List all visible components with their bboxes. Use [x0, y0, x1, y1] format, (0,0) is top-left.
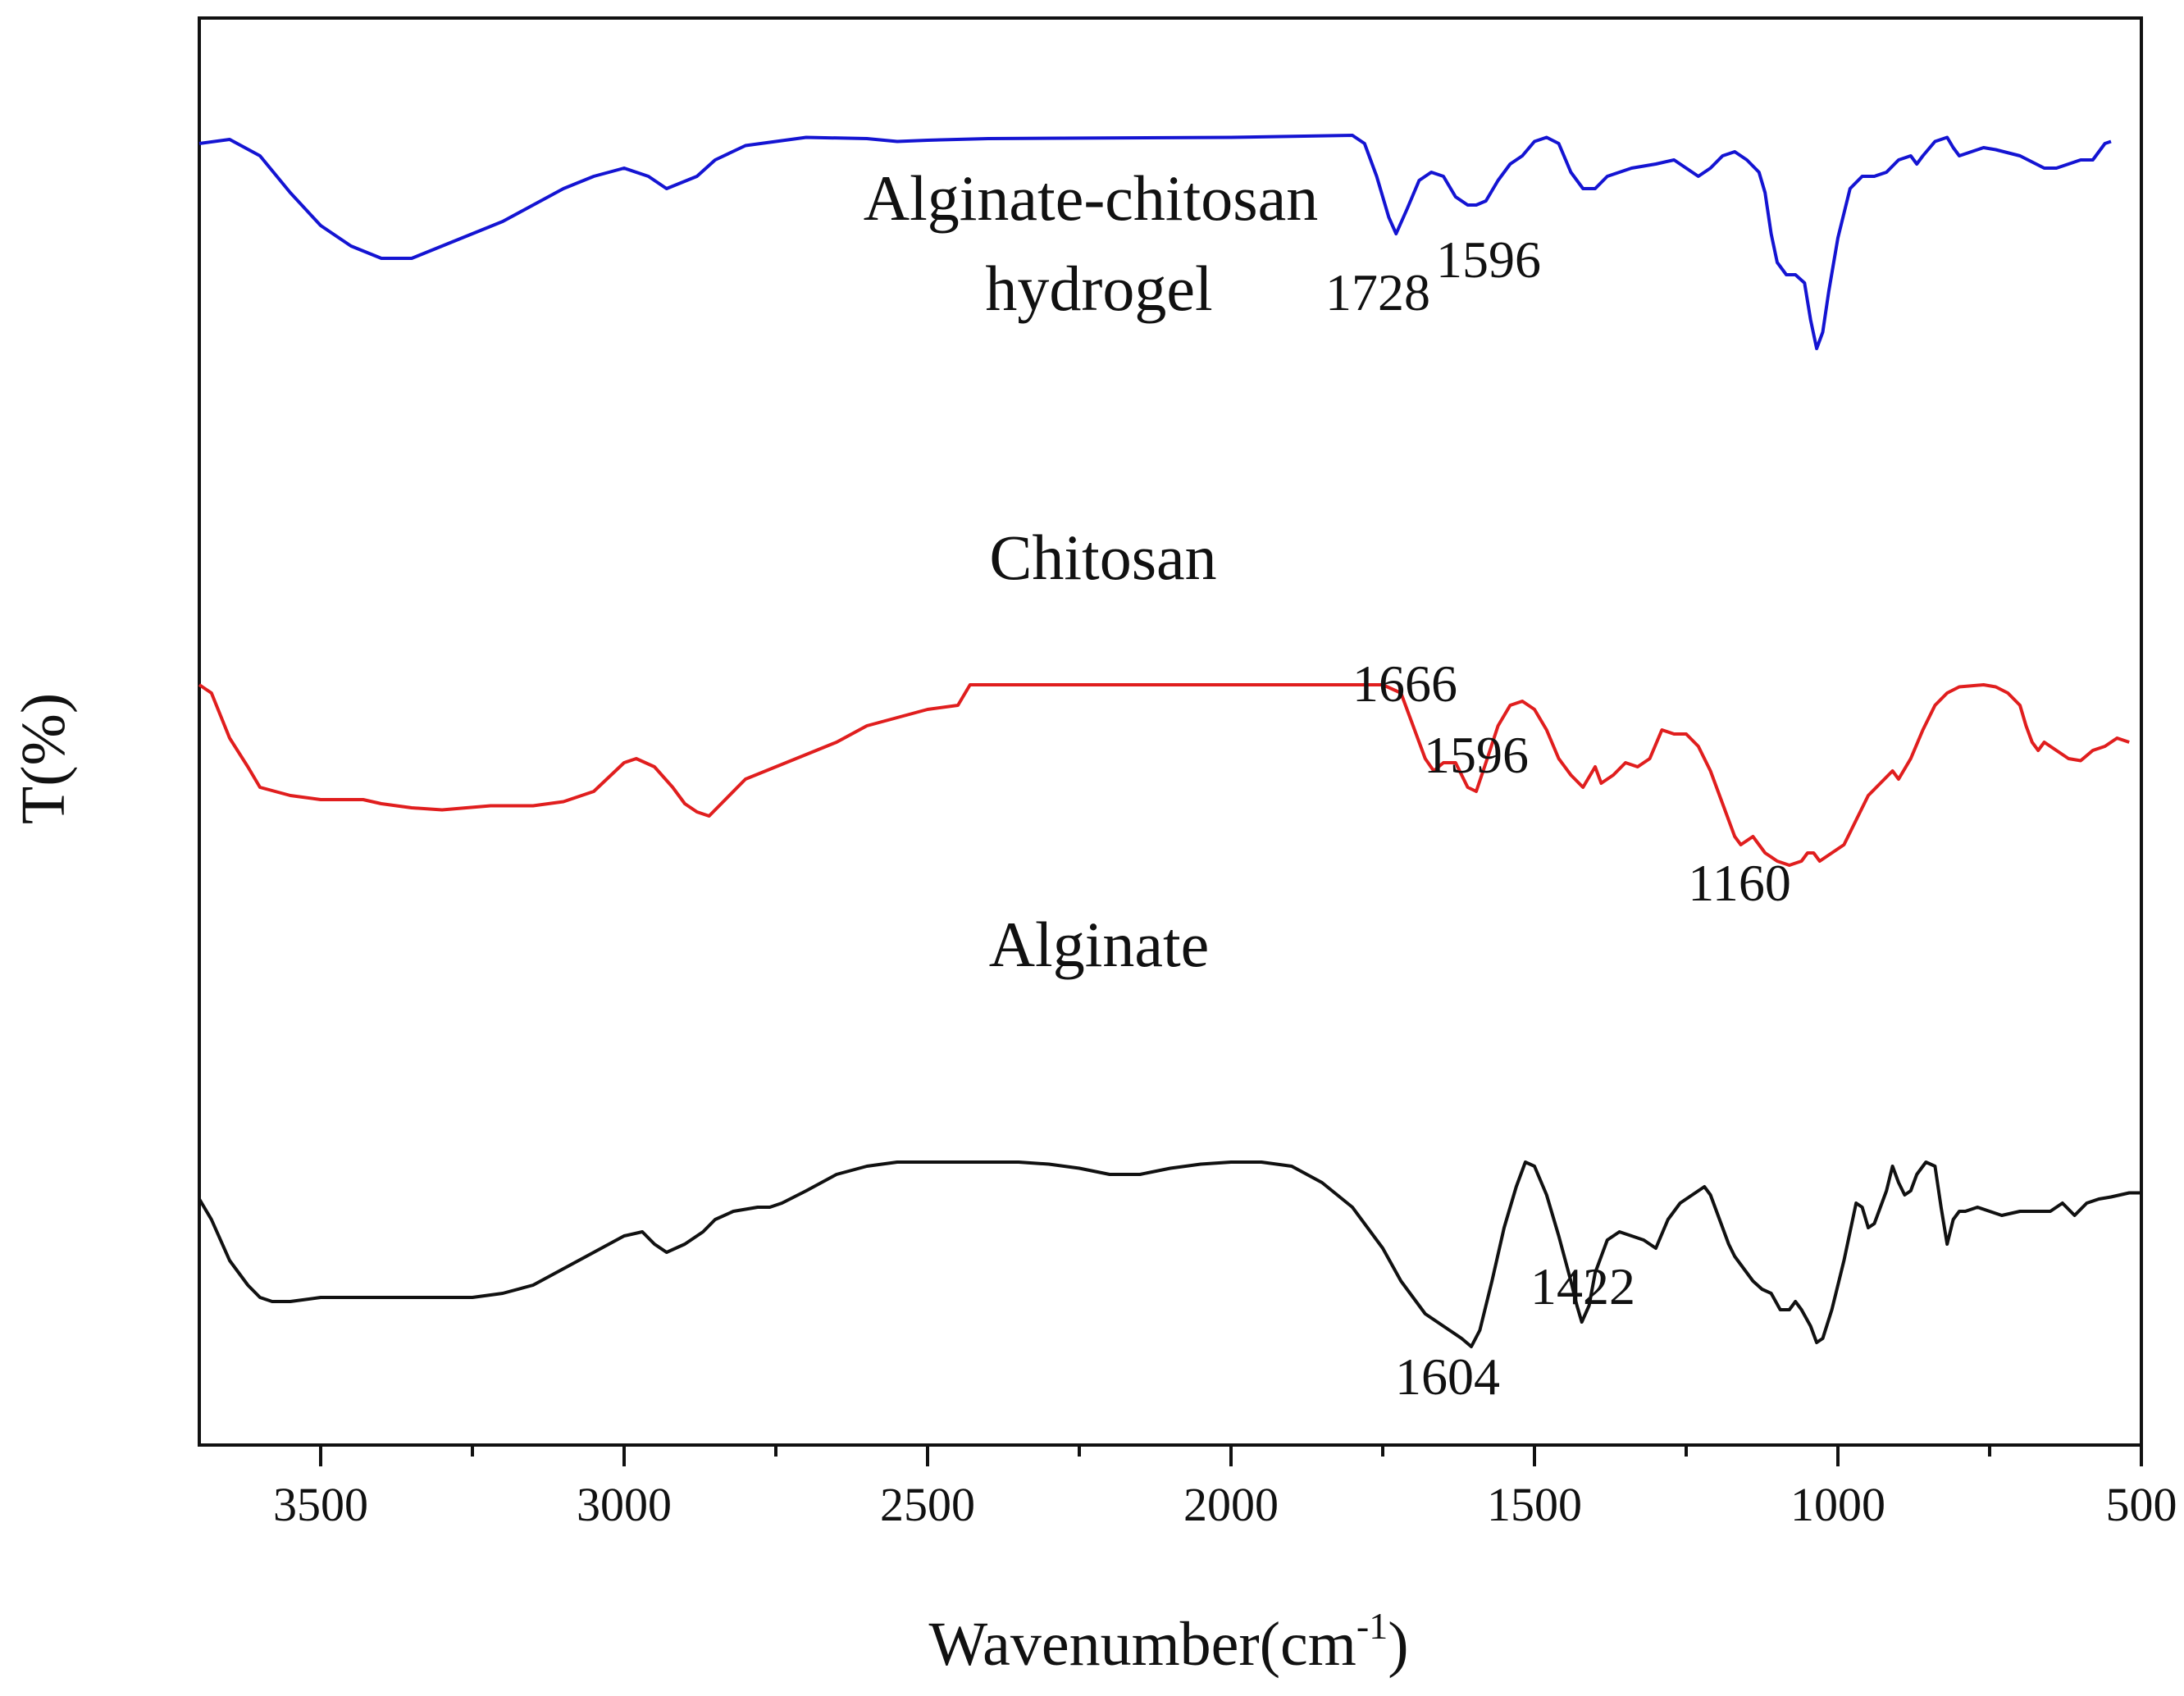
x-tick-label: 1500: [1487, 1478, 1582, 1531]
peak-label-1596-chitosan: 1596: [1424, 726, 1529, 784]
series-line-chitosan: [198, 683, 2130, 867]
x-axis-label-close: ): [1388, 1610, 1408, 1679]
x-axis-label-superscript: -1: [1356, 1605, 1388, 1647]
series-line-alginate-chitosan-hydrogel: [198, 134, 2112, 350]
series-label-hydrogel-line1: Alginate-chitosan: [864, 162, 1319, 234]
x-tick-label: 500: [2106, 1478, 2177, 1531]
spectrum-curves: [198, 134, 2141, 1348]
series-line-alginate: [198, 1160, 2141, 1348]
x-tick-label: 1000: [1790, 1478, 1885, 1531]
y-axis-label: T(%): [9, 693, 78, 824]
plot-frame: [198, 16, 2143, 1447]
peak-label-1728: 1728: [1325, 263, 1430, 321]
x-tick-label: 2000: [1183, 1478, 1279, 1531]
peak-label-1422: 1422: [1530, 1257, 1635, 1315]
peak-label-1160: 1160: [1688, 854, 1791, 912]
x-axis-ticks: 3500 3000 2500 2000 1500 1000 500: [273, 1445, 2177, 1531]
peak-label-1604: 1604: [1395, 1347, 1500, 1406]
series-label-alginate: Alginate: [989, 909, 1210, 980]
x-tick-label: 3000: [577, 1478, 672, 1531]
peak-label-1666: 1666: [1352, 654, 1457, 713]
series-label-chitosan: Chitosan: [989, 522, 1216, 593]
x-axis-label-main: Wavenumber(cm: [928, 1610, 1356, 1679]
x-axis-label: Wavenumber(cm-1): [928, 1605, 1408, 1679]
x-tick-label: 3500: [273, 1478, 368, 1531]
series-label-hydrogel-line2: hydrogel: [985, 253, 1212, 324]
peak-label-1596-hydrogel: 1596: [1436, 230, 1541, 289]
x-tick-label: 2500: [880, 1478, 975, 1531]
